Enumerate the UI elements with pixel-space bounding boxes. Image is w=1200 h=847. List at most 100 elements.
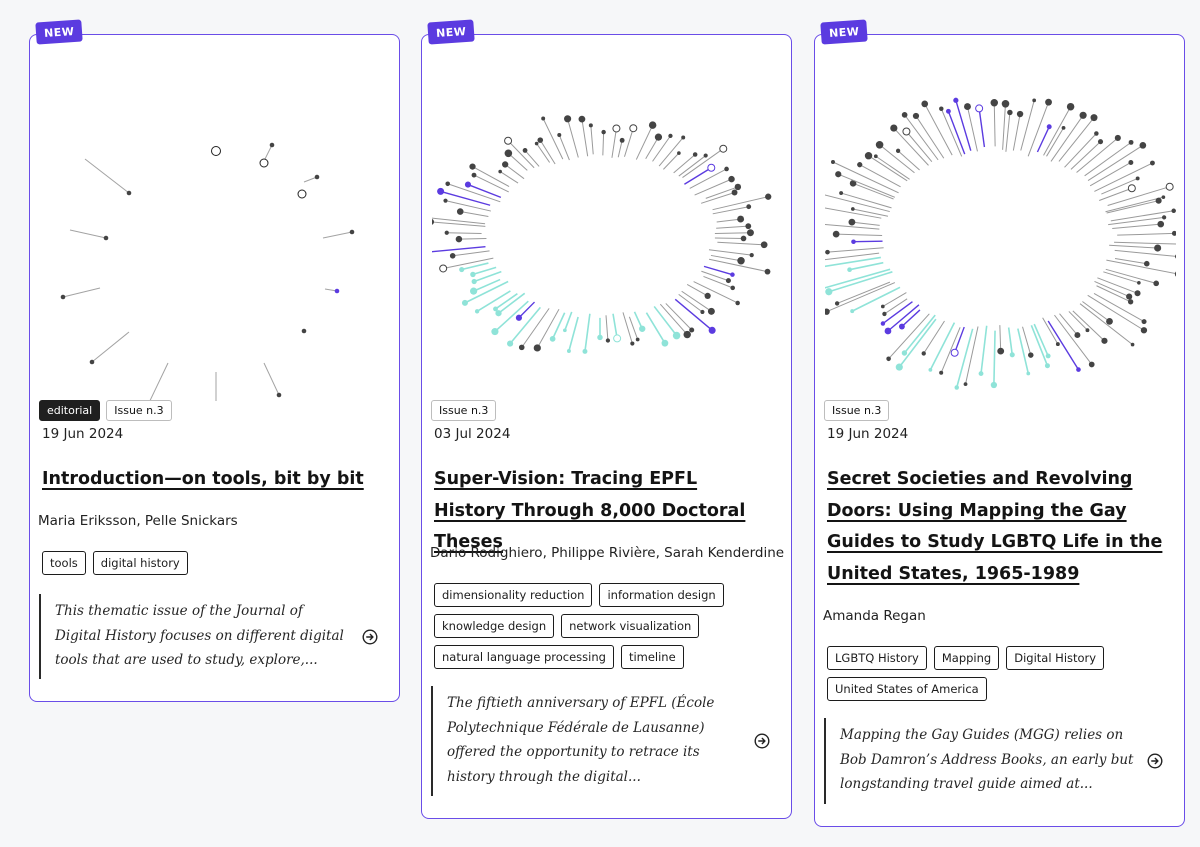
tag[interactable]: natural language processing	[434, 645, 614, 669]
viz-dot	[847, 267, 852, 273]
viz-stem	[832, 161, 899, 194]
excerpt-text: Mapping the Gay Guides (MGG) relies on B…	[840, 727, 1134, 792]
viz-dot	[851, 239, 856, 245]
tag[interactable]: digital history	[92, 551, 188, 575]
viz-stem	[884, 298, 908, 315]
viz-dot	[880, 304, 885, 309]
viz-dot	[832, 230, 840, 238]
viz-stem	[443, 257, 494, 269]
viz-stem	[1068, 311, 1088, 331]
arrow-circle-right-icon[interactable]	[362, 629, 378, 645]
viz-dot	[1046, 124, 1052, 130]
tag[interactable]: dimensionality reduction	[434, 583, 593, 607]
viz-stem	[1076, 137, 1119, 173]
viz-dot	[734, 183, 742, 191]
viz-dot	[464, 181, 471, 188]
viz-dot	[459, 266, 465, 273]
viz-stem	[653, 305, 678, 337]
tag[interactable]: Digital History	[1006, 646, 1105, 670]
viz-dot	[437, 187, 445, 195]
viz-stem	[1047, 320, 1080, 370]
tag[interactable]: tools	[42, 551, 86, 575]
viz-stem	[663, 152, 680, 170]
viz-stem	[712, 196, 769, 211]
viz-stem	[684, 167, 712, 185]
viz-stem	[460, 211, 489, 217]
viz-stem	[965, 326, 979, 385]
issue-label: Issue n.3	[824, 400, 890, 421]
tag[interactable]: knowledge design	[434, 614, 555, 638]
viz-stem	[1094, 162, 1153, 192]
viz-dot	[470, 271, 476, 278]
viz-dot	[689, 327, 695, 333]
viz-dot	[495, 310, 502, 317]
viz-stem	[836, 233, 883, 236]
tag[interactable]: Mapping	[933, 646, 1000, 670]
viz-dot	[875, 140, 884, 149]
viz-dot	[1141, 319, 1147, 325]
viz-dot	[849, 180, 857, 187]
viz-stem	[62, 287, 101, 298]
tag[interactable]: timeline	[620, 645, 684, 669]
viz-dot	[882, 311, 887, 317]
viz-dot	[1165, 182, 1174, 191]
viz-stem	[851, 286, 901, 312]
new-badge: NEW	[820, 19, 869, 45]
viz-dot	[564, 115, 572, 123]
article-card[interactable]: NEW Issue n.3 19 Jun 2024 Secret Societi…	[814, 19, 1185, 827]
viz-stem	[476, 290, 511, 313]
viz-stem	[1107, 186, 1170, 206]
tag[interactable]: network visualization	[561, 614, 700, 638]
article-visualization	[432, 115, 772, 354]
article-card[interactable]: NEW Issue n.3 03 Jul 2024 Super-Vision: …	[421, 19, 792, 819]
viz-stem	[714, 232, 751, 235]
arrow-circle-right-icon[interactable]	[754, 733, 770, 749]
viz-dot	[1162, 215, 1167, 220]
viz-dot	[990, 381, 998, 389]
viz-stem	[263, 362, 280, 396]
viz-dot	[557, 132, 562, 137]
viz-dot	[89, 359, 95, 365]
tag[interactable]: United States of America	[827, 677, 987, 701]
viz-stem	[652, 135, 671, 162]
article-labels: Issue n.3	[824, 400, 890, 421]
viz-stem	[464, 280, 509, 304]
viz-dot	[921, 351, 926, 356]
viz-dot	[612, 124, 621, 133]
new-badge: NEW	[35, 19, 84, 45]
viz-stem	[825, 207, 882, 219]
article-authors: Dario Rodighiero, Philippe Rivière, Sara…	[430, 545, 785, 561]
article-title[interactable]: Secret Societies and Revolving Doors: Us…	[827, 469, 1163, 584]
viz-dot	[507, 340, 514, 347]
viz-stem	[69, 229, 107, 239]
viz-stem	[716, 225, 749, 229]
viz-dot	[749, 252, 754, 258]
viz-dot	[1088, 361, 1095, 368]
viz-dot	[830, 160, 835, 164]
viz-dot	[1044, 363, 1050, 369]
viz-stem	[673, 154, 696, 174]
viz-stem	[602, 132, 605, 156]
viz-stem	[568, 316, 579, 352]
article-card[interactable]: NEW editorial Issue n.3 19 Jun 2024 Intr…	[29, 19, 400, 702]
viz-stem	[825, 252, 880, 261]
article-title[interactable]: Super-Vision: Tracing EPFL History Throu…	[434, 469, 746, 552]
viz-stem	[1114, 257, 1147, 265]
viz-stem	[473, 174, 509, 193]
tag[interactable]: LGBTQ History	[827, 646, 927, 670]
tag[interactable]: information design	[599, 583, 724, 607]
viz-stem	[521, 308, 550, 348]
tag-list: dimensionality reduction information des…	[434, 583, 774, 669]
article-title[interactable]: Introduction—on tools, bit by bit	[42, 469, 364, 489]
viz-stem	[499, 171, 519, 184]
viz-stem	[539, 139, 556, 165]
viz-stem	[838, 173, 896, 198]
viz-stem	[682, 148, 724, 178]
viz-stem	[1082, 301, 1110, 322]
arrow-circle-right-icon[interactable]	[1147, 753, 1163, 769]
viz-dot	[471, 278, 477, 285]
viz-dot	[939, 106, 944, 111]
viz-stem	[635, 124, 654, 160]
viz-dot	[1045, 353, 1051, 359]
viz-stem	[1064, 133, 1097, 168]
